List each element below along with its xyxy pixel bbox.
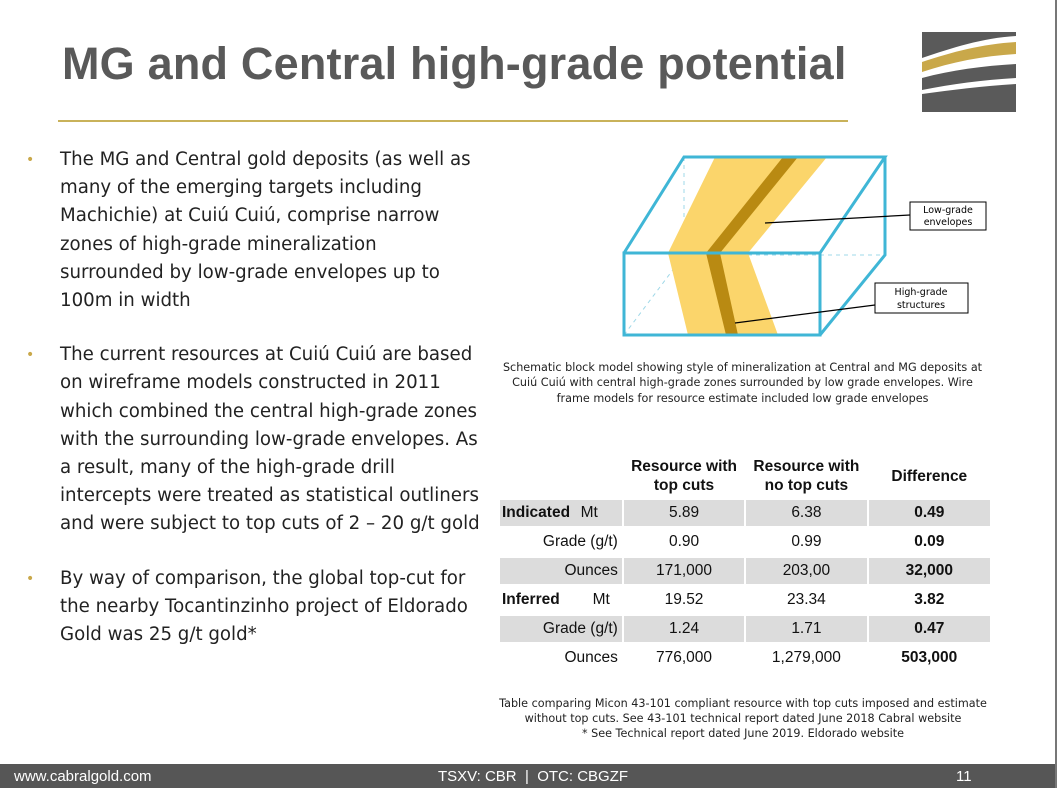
row-measure: Grade (g/t) bbox=[500, 616, 622, 642]
table-row: Ounces 171,000 203,00 32,000 bbox=[500, 558, 990, 584]
callout-low-text-2: envelopes bbox=[924, 217, 973, 228]
bullet-text: The current resources at Cuiú Cuiú are b… bbox=[60, 344, 480, 535]
row-measure: Mt bbox=[592, 591, 610, 608]
bullet-text: By way of comparison, the global top-cut… bbox=[60, 567, 468, 646]
footer-tickers: TSXV: CBR | OTC: CBGZF bbox=[438, 768, 629, 785]
table-row: Grade (g/t) 0.90 0.99 0.09 bbox=[500, 529, 990, 555]
cell-without: 1.71 bbox=[746, 616, 867, 642]
header-difference: Difference bbox=[891, 467, 968, 485]
callout-high-text-2: structures bbox=[897, 300, 945, 311]
slide-border bbox=[1055, 0, 1057, 788]
cell-without: 203,00 bbox=[746, 558, 867, 584]
cell-without: 6.38 bbox=[746, 500, 867, 526]
cell-diff: 3.82 bbox=[914, 591, 945, 608]
cell-diff: 503,000 bbox=[901, 649, 958, 666]
bullet-item: • The MG and Central gold deposits (as w… bbox=[20, 146, 480, 315]
row-measure: Grade (g/t) bbox=[542, 533, 618, 550]
table-caption-line: without top cuts. See 43-101 technical r… bbox=[524, 712, 962, 726]
row-measure: Mt bbox=[580, 504, 598, 521]
high-grade-structure bbox=[706, 157, 798, 335]
callout-low-text-1: Low-grade bbox=[923, 205, 973, 216]
table-header-row: Resource with top cuts Resource with no … bbox=[500, 455, 990, 497]
row-category: Indicated bbox=[502, 504, 571, 521]
table-row: Inferred Mt 19.52 23.34 3.82 bbox=[500, 587, 990, 613]
bullet-list: • The MG and Central gold deposits (as w… bbox=[20, 146, 480, 675]
cell-diff: 0.09 bbox=[914, 533, 945, 550]
company-logo bbox=[922, 32, 1016, 112]
block-model-diagram: Low-grade envelopes High-grade structure… bbox=[622, 155, 987, 337]
diagram-caption: Schematic block model showing style of m… bbox=[502, 361, 983, 405]
slide-title: MG and Central high-grade potential bbox=[62, 38, 847, 89]
bullet-dot: • bbox=[26, 570, 35, 587]
bullet-item: • By way of comparison, the global top-c… bbox=[20, 565, 480, 650]
resource-comparison-table: Resource with top cuts Resource with no … bbox=[498, 452, 992, 674]
callout-low-grade bbox=[909, 201, 987, 231]
table-row: Ounces 776,000 1,279,000 503,000 bbox=[500, 645, 990, 671]
cell-with: 5.89 bbox=[623, 500, 745, 526]
cell-without: 0.99 bbox=[791, 533, 822, 550]
cell-diff: 0.49 bbox=[868, 500, 990, 526]
table-row: Indicated Mt 5.89 6.38 0.49 bbox=[500, 500, 990, 526]
bullet-text: The MG and Central gold deposits (as wel… bbox=[60, 149, 471, 312]
cell-diff: 0.47 bbox=[868, 616, 990, 642]
cell-without: 23.34 bbox=[787, 591, 826, 608]
row-measure: Ounces bbox=[564, 649, 618, 666]
row-label: Indicated Mt bbox=[500, 500, 622, 526]
header-with-top-cuts: Resource with top cuts bbox=[631, 458, 738, 494]
header-empty bbox=[500, 455, 622, 497]
cell-with: 776,000 bbox=[656, 649, 713, 666]
bullet-dot: • bbox=[26, 152, 35, 168]
footer-bar: www.cabralgold.com TSXV: CBR | OTC: CBGZ… bbox=[0, 764, 1055, 788]
cell-with: 171,000 bbox=[623, 558, 745, 584]
bullet-item: • The current resources at Cuiú Cuiú are… bbox=[20, 341, 480, 538]
page-number: 11 bbox=[956, 768, 972, 785]
table-caption-line: * See Technical report dated June 2019. … bbox=[581, 727, 905, 741]
callout-high-grade bbox=[874, 282, 969, 314]
table-caption-line: Table comparing Micon 43-101 compliant r… bbox=[499, 697, 987, 710]
bullet-dot: • bbox=[26, 347, 35, 364]
title-underline bbox=[58, 120, 848, 122]
row-category: Inferred bbox=[502, 591, 560, 608]
cell-diff: 32,000 bbox=[868, 558, 990, 584]
header-no-top-cuts: Resource with no top cuts bbox=[753, 458, 860, 494]
callout-high-text-1: High-grade bbox=[895, 287, 948, 298]
table-caption: Table comparing Micon 43-101 compliant r… bbox=[498, 696, 988, 742]
cell-with: 1.24 bbox=[623, 616, 745, 642]
low-grade-envelope bbox=[668, 157, 827, 335]
row-label: Inferred Mt bbox=[500, 587, 622, 613]
cell-with: 19.52 bbox=[664, 591, 704, 608]
row-measure: Ounces bbox=[500, 558, 622, 584]
footer-website-link[interactable]: www.cabralgold.com bbox=[14, 768, 152, 785]
table-row: Grade (g/t) 1.24 1.71 0.47 bbox=[500, 616, 990, 642]
cell-without: 1,279,000 bbox=[771, 649, 841, 666]
cell-with: 0.90 bbox=[668, 533, 700, 550]
